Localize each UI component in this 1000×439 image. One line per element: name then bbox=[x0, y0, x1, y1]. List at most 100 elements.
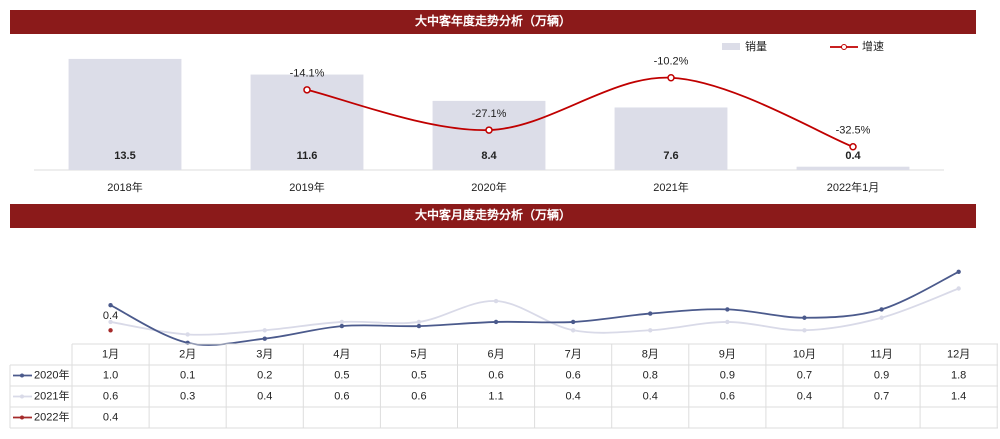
series-point bbox=[725, 307, 730, 312]
x-tick-label: 2018年 bbox=[107, 180, 142, 194]
table-cell: 0.6 bbox=[720, 390, 735, 402]
table-cell: 0.7 bbox=[874, 390, 889, 402]
month-label: 2月 bbox=[179, 348, 196, 360]
bar bbox=[614, 107, 728, 170]
table-cell: 1.0 bbox=[103, 369, 118, 381]
series-line bbox=[110, 287, 959, 336]
month-label: 12月 bbox=[947, 348, 970, 360]
bar bbox=[432, 100, 546, 170]
series-point bbox=[416, 323, 422, 329]
series-point bbox=[648, 328, 653, 333]
table-cell: 0.2 bbox=[257, 369, 272, 381]
series-point bbox=[108, 328, 113, 333]
bar-label: 13.5 bbox=[114, 150, 135, 162]
month-label: 5月 bbox=[410, 348, 427, 360]
legend-swatch bbox=[722, 43, 740, 50]
row-swatch bbox=[20, 373, 24, 378]
table-cell: 0.4 bbox=[797, 390, 812, 402]
chart-title: 大中客月度走势分析（万辆） bbox=[415, 207, 571, 222]
table-cell: 0.6 bbox=[411, 390, 426, 402]
series-point bbox=[108, 303, 113, 308]
series-point bbox=[185, 332, 190, 337]
series-point bbox=[879, 307, 884, 312]
bar-label: 8.4 bbox=[481, 150, 497, 162]
table-cell: 1.4 bbox=[951, 390, 966, 402]
series-point bbox=[570, 328, 576, 333]
series-point bbox=[648, 311, 653, 316]
month-label: 3月 bbox=[256, 348, 273, 360]
series-point bbox=[879, 315, 884, 320]
bar-label: 7.6 bbox=[663, 150, 678, 162]
series-point bbox=[725, 319, 730, 325]
series-point bbox=[570, 319, 576, 325]
month-label: 7月 bbox=[565, 348, 582, 360]
row-label: 2022年 bbox=[34, 409, 69, 423]
growth-point bbox=[303, 86, 311, 94]
row-label: 2020年 bbox=[34, 367, 69, 381]
table-cell: 0.5 bbox=[334, 369, 349, 381]
data-label: 0.4 bbox=[103, 310, 118, 322]
series-point bbox=[108, 319, 113, 325]
series-point bbox=[339, 323, 345, 329]
month-label: 10月 bbox=[793, 348, 816, 360]
growth-point bbox=[485, 126, 493, 134]
series-point bbox=[493, 298, 499, 304]
table-cell: 0.5 bbox=[411, 369, 426, 381]
growth-point bbox=[667, 74, 675, 82]
x-tick-label: 2022年1月 bbox=[827, 180, 880, 194]
bar bbox=[68, 58, 182, 170]
series-point bbox=[262, 328, 267, 333]
growth-label: -10.2% bbox=[654, 56, 689, 68]
table-cell: 0.4 bbox=[257, 390, 272, 402]
table-cell: 0.9 bbox=[720, 369, 735, 381]
header-bar bbox=[10, 204, 976, 228]
growth-line bbox=[306, 76, 854, 148]
legend-label: 销量 bbox=[745, 39, 767, 53]
month-label: 9月 bbox=[719, 348, 736, 360]
chart-title: 大中客年度走势分析（万辆） bbox=[415, 13, 571, 28]
table-cell: 0.3 bbox=[180, 390, 195, 402]
table-cell: 0.1 bbox=[180, 369, 195, 381]
month-label: 8月 bbox=[642, 348, 659, 360]
table-cell: 0.8 bbox=[643, 369, 658, 381]
table-cell: 0.6 bbox=[334, 390, 349, 402]
x-tick-label: 2020年 bbox=[471, 180, 506, 194]
series-point bbox=[493, 319, 499, 325]
series-point bbox=[416, 319, 422, 325]
bar-label: 11.6 bbox=[297, 150, 318, 162]
series-point bbox=[802, 328, 807, 333]
row-swatch bbox=[20, 394, 24, 399]
row-label: 2021年 bbox=[34, 388, 69, 402]
table-cell: 0.9 bbox=[874, 369, 889, 381]
growth-point bbox=[849, 143, 857, 151]
table-cell: 0.4 bbox=[643, 390, 658, 402]
bar bbox=[796, 166, 910, 170]
bar-label: 0.4 bbox=[845, 150, 861, 162]
table-cell: 0.6 bbox=[566, 369, 581, 381]
series-point bbox=[802, 315, 807, 320]
table-cell: 0.6 bbox=[488, 369, 503, 381]
growth-label: -32.5% bbox=[836, 125, 871, 137]
table-cell: 1.1 bbox=[488, 390, 503, 402]
series-point bbox=[339, 319, 345, 325]
legend-label: 增速 bbox=[862, 39, 884, 53]
month-label: 6月 bbox=[487, 348, 504, 360]
table-cell: 0.4 bbox=[566, 390, 581, 402]
series-point bbox=[956, 269, 961, 274]
growth-label: -27.1% bbox=[472, 108, 507, 120]
header-bar bbox=[10, 10, 976, 34]
series-point bbox=[262, 336, 267, 341]
month-label: 4月 bbox=[333, 348, 350, 360]
series-line bbox=[110, 270, 960, 346]
series-point bbox=[956, 286, 961, 291]
table-cell: 0.4 bbox=[103, 411, 118, 423]
month-label: 1月 bbox=[102, 348, 119, 360]
month-label: 11月 bbox=[870, 348, 892, 360]
x-tick-label: 2019年 bbox=[289, 180, 324, 194]
legend-swatch bbox=[841, 44, 847, 50]
table-cell: 0.7 bbox=[797, 369, 812, 381]
x-tick-label: 2021年 bbox=[653, 180, 688, 194]
table-cell: 0.6 bbox=[103, 390, 118, 402]
row-swatch bbox=[20, 415, 24, 420]
